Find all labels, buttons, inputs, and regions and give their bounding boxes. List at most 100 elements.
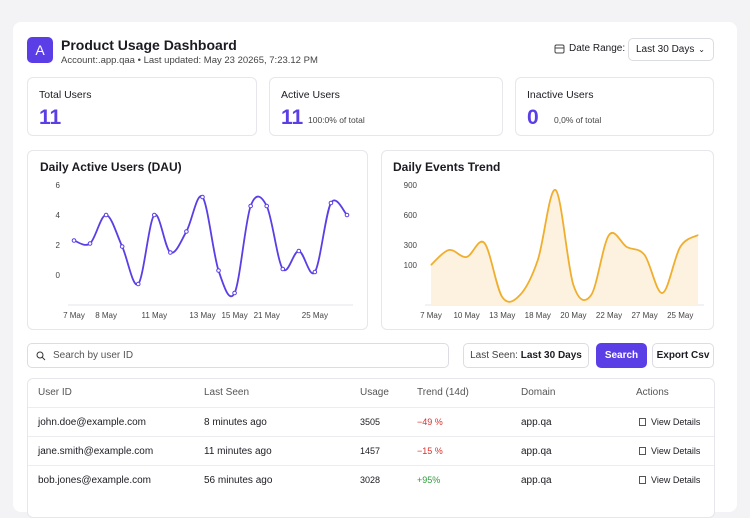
point <box>313 270 317 274</box>
stat-label: Inactive Users <box>527 89 594 101</box>
table-cell: −15 % <box>417 446 443 456</box>
x-tick-label: 18 May <box>525 311 551 320</box>
search-button[interactable]: Search <box>596 343 647 368</box>
doc-icon <box>639 418 646 426</box>
x-tick-label: 25 May <box>667 311 693 320</box>
row-divider <box>28 436 714 437</box>
calendar-icon <box>554 43 565 54</box>
point <box>72 239 76 243</box>
line <box>74 196 347 296</box>
column-header: Trend (14d) <box>417 387 469 398</box>
point <box>265 204 269 208</box>
updated: Last updated: May 23 20265, 7:23.12 PM <box>144 55 318 66</box>
doc-icon <box>639 476 646 484</box>
stat-note: 100:0% of total <box>308 115 365 125</box>
table-cell: +95% <box>417 475 440 485</box>
x-tick-label: 22 May <box>596 311 622 320</box>
point <box>152 213 156 217</box>
stat-label: Active Users <box>281 89 340 101</box>
x-tick-label: 13 May <box>189 311 215 320</box>
column-header: User ID <box>38 387 72 398</box>
x-tick-label: 27 May <box>631 311 657 320</box>
point <box>185 230 189 234</box>
y-tick-label: 100 <box>404 261 418 270</box>
point <box>329 201 333 205</box>
date-range-select[interactable]: Last 30 Days ⌄ <box>628 38 714 61</box>
stat-card: Active Users 11 100:0% of total <box>269 77 503 136</box>
y-tick-label: 0 <box>56 271 61 280</box>
stat-card: Inactive Users 0 0,0% of total <box>515 77 714 136</box>
row-divider <box>28 465 714 466</box>
table-cell: 56 minutes ago <box>204 475 272 486</box>
table-cell: 11 minutes ago <box>204 446 272 457</box>
point <box>281 267 285 271</box>
x-tick-label: 8 May <box>95 311 117 320</box>
x-tick-label: 11 May <box>141 311 167 320</box>
table-cell: app.qa <box>521 417 552 428</box>
column-header: Domain <box>521 387 555 398</box>
stat-value: 11 <box>281 106 303 130</box>
column-header: Usage <box>360 387 389 398</box>
point <box>120 245 124 249</box>
stat-label: Total Users <box>39 89 92 101</box>
table-cell: −49 % <box>417 417 443 427</box>
x-tick-label: 20 May <box>560 311 586 320</box>
x-tick-label: 21 May <box>254 311 280 320</box>
users-table: User ID Last Seen Usage Trend (14d) Domain Ac… <box>27 378 715 518</box>
table-cell: 1457 <box>360 446 380 456</box>
y-tick-label: 900 <box>404 181 418 190</box>
x-tick-label: 7 May <box>63 311 85 320</box>
last-seen-value: Last 30 Days <box>521 350 582 361</box>
stat-card: Total Users 11 <box>27 77 257 136</box>
row-divider <box>28 407 714 408</box>
column-header: Actions <box>636 387 669 398</box>
point <box>217 269 221 273</box>
column-header: Last Seen <box>204 387 249 398</box>
chevron: ⌄ <box>698 45 705 54</box>
point <box>169 251 173 255</box>
x-tick-label: 10 May <box>453 311 479 320</box>
date-range-value: Last 30 Days <box>636 44 694 55</box>
subtitle: Account:.app.qaa • Last updated: May 23 … <box>61 55 318 66</box>
point <box>233 291 237 295</box>
point <box>249 204 253 208</box>
point <box>201 195 205 199</box>
view-details-link[interactable]: View Details <box>639 417 700 427</box>
date-range-label: Date Range: <box>569 43 625 54</box>
doc-icon <box>639 447 646 455</box>
y-tick-label: 300 <box>404 241 418 250</box>
export-button[interactable]: Export Csv <box>652 343 714 368</box>
y-tick-label: 4 <box>56 211 61 220</box>
stat-value: 0 <box>527 106 539 130</box>
view-details-link[interactable]: View Details <box>639 446 700 456</box>
logo: A <box>27 37 53 63</box>
x-tick-label: 15 May <box>221 311 247 320</box>
table-cell: 3505 <box>360 417 380 427</box>
stat-note: 0,0% of total <box>554 115 601 125</box>
x-tick-label: 25 May <box>302 311 328 320</box>
account: Account:.app.qaa <box>61 55 135 66</box>
table-cell: app.qa <box>521 475 552 486</box>
table-cell: bob.jones@example.com <box>38 475 151 486</box>
stat-value: 11 <box>39 106 61 130</box>
search-icon <box>36 351 46 361</box>
table-cell: 3028 <box>360 475 380 485</box>
x-tick-label: 7 May <box>420 311 442 320</box>
table-cell: app.qa <box>521 446 552 457</box>
table-cell: 8 minutes ago <box>204 417 267 428</box>
y-tick-label: 2 <box>56 241 61 250</box>
point <box>297 249 301 253</box>
table-cell: john.doe@example.com <box>38 417 146 428</box>
last-seen-select[interactable]: Last Seen: Last 30 Days <box>463 343 589 368</box>
table-cell: jane.smith@example.com <box>38 446 153 457</box>
last-seen-label: Last Seen: <box>470 350 518 361</box>
view-details-link[interactable]: View Details <box>639 475 700 485</box>
point <box>345 213 349 217</box>
title: Product Usage Dashboard <box>61 37 237 53</box>
search-placeholder: Search by user ID <box>53 350 133 361</box>
search-input[interactable]: Search by user ID <box>27 343 449 368</box>
